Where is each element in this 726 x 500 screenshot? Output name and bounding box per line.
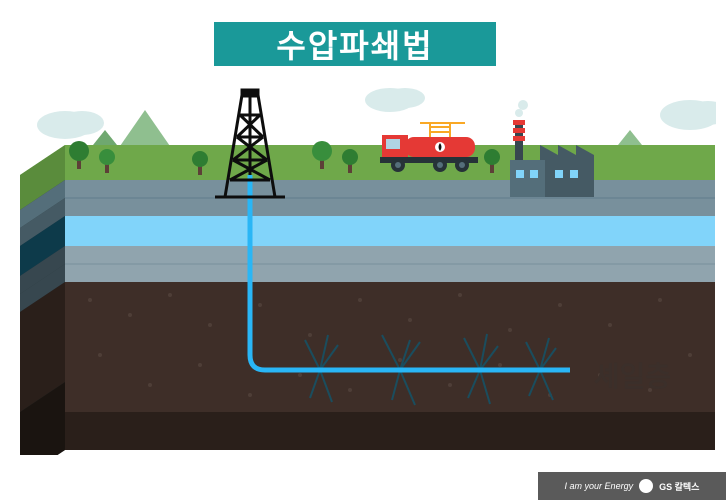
fracking-diagram bbox=[10, 75, 716, 455]
gs-logo-icon bbox=[639, 479, 653, 493]
footer-tagline: I am your Energy bbox=[565, 481, 634, 491]
footer-brand-bar: I am your Energy GS 칼텍스 bbox=[538, 472, 726, 500]
shale-layer-label: 셰일층 bbox=[594, 355, 671, 395]
diagram-svg bbox=[10, 75, 716, 455]
footer-brand-name: GS 칼텍스 bbox=[659, 480, 699, 493]
title-banner: 수압파쇄법 bbox=[210, 18, 500, 70]
title-text: 수압파쇄법 bbox=[276, 21, 433, 67]
